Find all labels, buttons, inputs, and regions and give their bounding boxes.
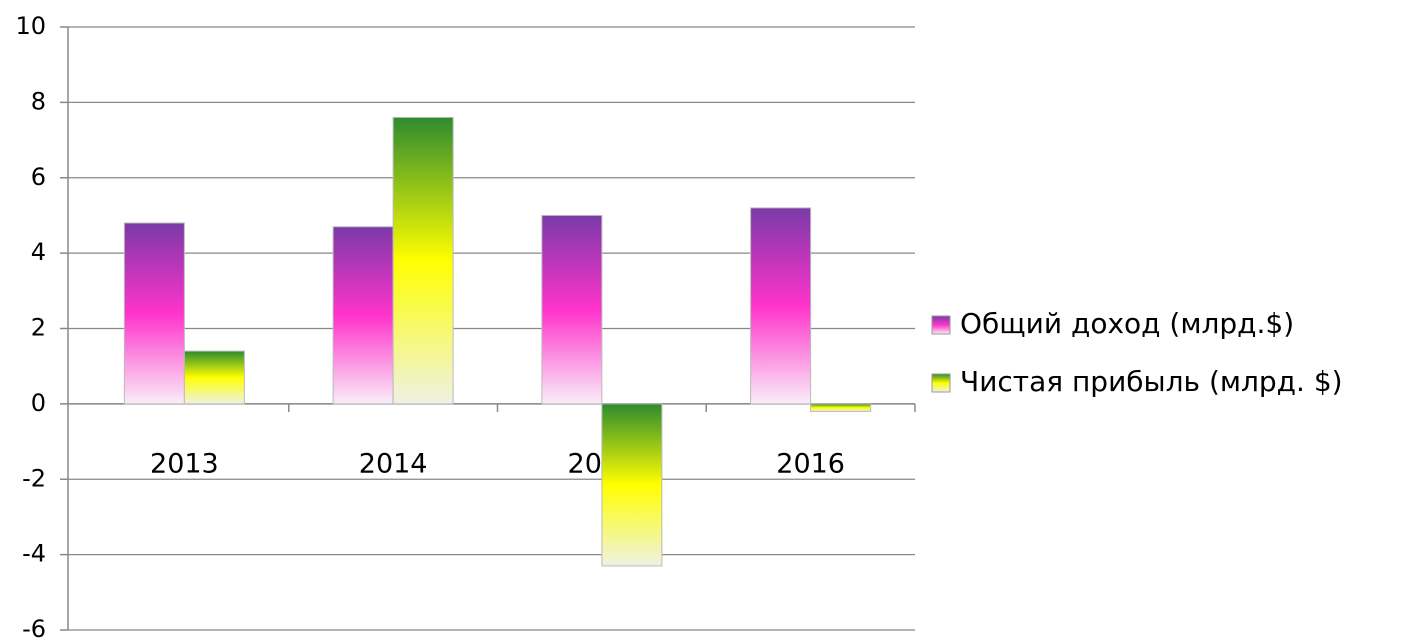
x-tick-label: 2013 [150, 449, 219, 480]
bar [750, 207, 812, 405]
bar [810, 403, 872, 412]
legend-label: Чистая прибыль (млрд. $) [960, 365, 1343, 398]
bar [332, 226, 394, 405]
y-tick-label: -6 [22, 615, 46, 638]
y-tick-label: -4 [22, 540, 46, 568]
y-tick-label: -2 [22, 464, 46, 492]
legend-swatch [931, 315, 951, 335]
bar [601, 403, 663, 567]
bar [392, 116, 454, 405]
legend-swatch [931, 373, 951, 393]
x-tick-label: 2016 [776, 449, 845, 480]
bar [123, 222, 185, 405]
x-tick-label: 2014 [359, 449, 428, 480]
legend-label: Общий доход (млрд.$) [960, 307, 1294, 340]
y-tick-label: 4 [31, 238, 46, 266]
y-tick-label: 6 [31, 163, 46, 191]
bar [541, 214, 603, 405]
y-tick-label: 10 [15, 12, 46, 40]
bar [183, 350, 245, 405]
y-tick-label: 0 [31, 389, 46, 417]
y-tick-label: 2 [31, 314, 46, 342]
y-tick-label: 8 [31, 87, 46, 115]
